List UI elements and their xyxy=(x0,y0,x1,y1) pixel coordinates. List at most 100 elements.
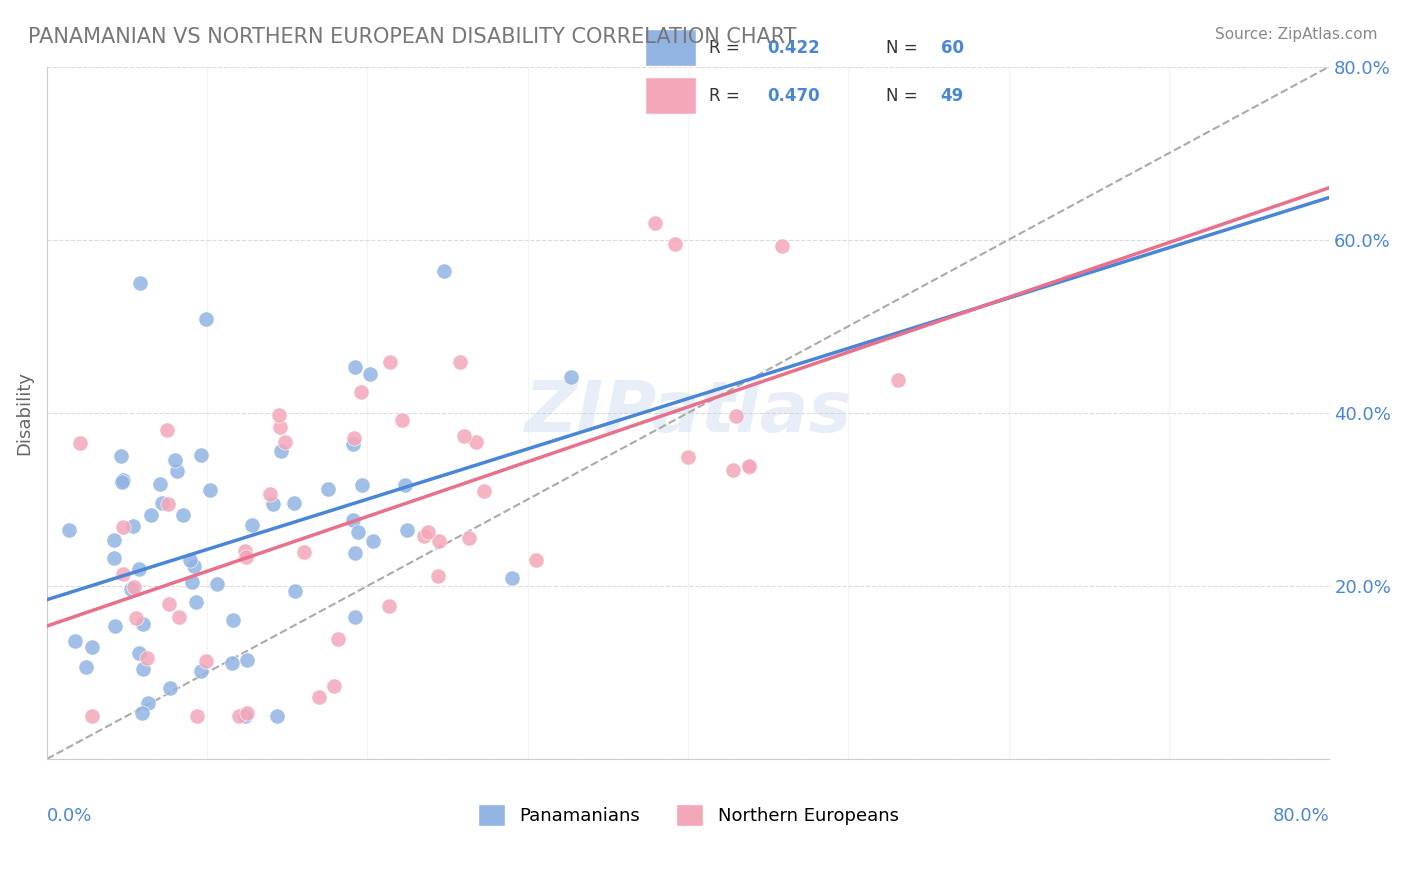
Point xyxy=(359,368,381,382)
Point xyxy=(75,660,97,674)
Text: ZIPatlas: ZIPatlas xyxy=(524,378,852,447)
Point xyxy=(664,236,686,251)
Point xyxy=(190,448,212,462)
Point xyxy=(269,420,291,434)
Text: 49: 49 xyxy=(941,87,965,105)
Point xyxy=(350,478,373,492)
Point xyxy=(125,610,148,624)
Point xyxy=(416,524,439,539)
Point xyxy=(132,617,155,632)
Point xyxy=(179,552,201,566)
Point xyxy=(259,486,281,500)
Point xyxy=(427,534,450,549)
Point xyxy=(472,483,495,498)
Point xyxy=(159,681,181,695)
Point xyxy=(111,473,134,487)
Point xyxy=(157,597,180,611)
Point xyxy=(228,708,250,723)
Point xyxy=(676,450,699,464)
Point xyxy=(198,483,221,498)
Point xyxy=(128,562,150,576)
Point xyxy=(316,482,339,496)
Point xyxy=(110,449,132,463)
Point xyxy=(262,497,284,511)
Point xyxy=(391,413,413,427)
Point xyxy=(464,435,486,450)
Point xyxy=(195,654,218,668)
Point xyxy=(283,496,305,510)
Point xyxy=(361,533,384,548)
Point xyxy=(242,518,264,533)
Point xyxy=(344,360,367,375)
Point xyxy=(129,276,152,290)
Point xyxy=(644,216,666,230)
Point xyxy=(180,574,202,589)
Point xyxy=(770,238,793,252)
Point xyxy=(721,463,744,477)
Point xyxy=(205,577,228,591)
Point xyxy=(195,312,218,326)
Point xyxy=(103,551,125,566)
Point xyxy=(136,697,159,711)
Text: R =: R = xyxy=(709,39,745,57)
Point xyxy=(350,384,373,399)
Point xyxy=(270,444,292,458)
Point xyxy=(235,549,257,564)
Point xyxy=(103,533,125,547)
Point xyxy=(166,464,188,478)
Point xyxy=(156,423,179,437)
Text: R =: R = xyxy=(709,87,745,105)
Text: 0.0%: 0.0% xyxy=(46,807,93,825)
Point xyxy=(111,566,134,581)
Point xyxy=(111,475,134,489)
Point xyxy=(453,429,475,443)
Point xyxy=(131,706,153,720)
Point xyxy=(308,690,330,705)
Point xyxy=(457,531,479,545)
Point xyxy=(82,708,104,723)
Point xyxy=(233,708,256,723)
Point xyxy=(395,524,418,538)
Bar xyxy=(645,77,696,114)
Point xyxy=(449,355,471,369)
Point xyxy=(413,529,436,543)
Point xyxy=(82,640,104,654)
Point xyxy=(328,632,350,646)
Point xyxy=(292,545,315,559)
Point xyxy=(104,619,127,633)
Point xyxy=(342,437,364,451)
Point xyxy=(342,512,364,526)
Point xyxy=(378,599,401,613)
Point xyxy=(284,584,307,599)
Point xyxy=(323,679,346,693)
Point xyxy=(343,431,366,445)
Bar xyxy=(645,29,696,66)
Point xyxy=(167,610,190,624)
Text: Source: ZipAtlas.com: Source: ZipAtlas.com xyxy=(1215,27,1378,42)
Point xyxy=(165,452,187,467)
Point xyxy=(135,651,157,665)
Point xyxy=(274,435,297,450)
Point xyxy=(190,664,212,678)
Point xyxy=(120,582,142,597)
Legend: Panamanians, Northern Europeans: Panamanians, Northern Europeans xyxy=(471,797,905,833)
Point xyxy=(236,706,259,720)
Point xyxy=(141,508,163,523)
Point xyxy=(725,409,748,424)
Text: N =: N = xyxy=(886,87,922,105)
Y-axis label: Disability: Disability xyxy=(15,371,32,455)
Point xyxy=(221,656,243,670)
Point xyxy=(524,553,547,567)
Point xyxy=(128,647,150,661)
Point xyxy=(150,495,173,509)
Point xyxy=(156,498,179,512)
Point xyxy=(343,610,366,624)
Point xyxy=(183,558,205,573)
Point xyxy=(426,569,449,583)
Point xyxy=(267,409,290,423)
Point xyxy=(222,613,245,627)
Point xyxy=(347,525,370,540)
Point xyxy=(63,633,86,648)
Text: 0.422: 0.422 xyxy=(768,39,821,57)
Point xyxy=(560,370,582,384)
